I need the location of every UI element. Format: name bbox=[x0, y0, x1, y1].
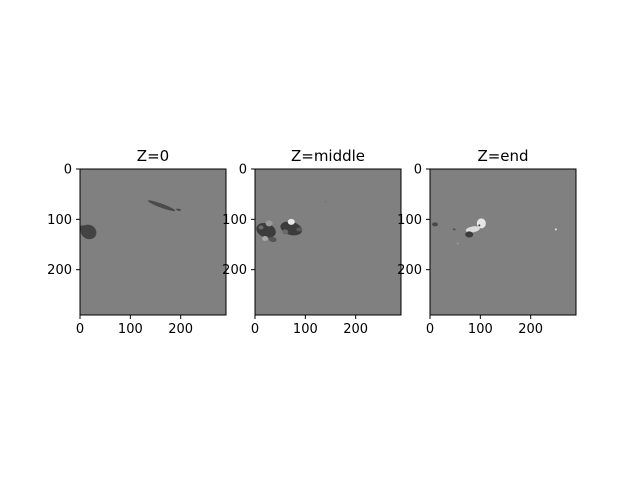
image-region bbox=[476, 218, 486, 229]
y-tick-label: 200 bbox=[397, 263, 422, 278]
image-region bbox=[296, 227, 303, 232]
x-tick-label: 0 bbox=[76, 322, 84, 337]
y-tick-label: 100 bbox=[397, 213, 422, 228]
image-region bbox=[554, 228, 557, 231]
x-tick-label: 100 bbox=[468, 322, 493, 337]
x-tick-label: 200 bbox=[168, 322, 193, 337]
x-tick-label: 0 bbox=[251, 322, 259, 337]
y-tick-label: 100 bbox=[47, 213, 72, 228]
axes-frame bbox=[429, 168, 577, 316]
image-region bbox=[465, 226, 480, 233]
image-region bbox=[287, 218, 295, 225]
image-region bbox=[452, 228, 456, 231]
y-tick-label: 0 bbox=[64, 163, 72, 178]
y-tick-label: 200 bbox=[47, 263, 72, 278]
y-tick-label: 0 bbox=[414, 163, 422, 178]
image-region bbox=[80, 225, 86, 232]
image-region bbox=[465, 231, 474, 238]
image-background bbox=[430, 169, 576, 315]
subplot-1: Z=0 0 100 200 0 100 200 bbox=[47, 147, 227, 337]
subplot-title: Z=end bbox=[477, 147, 528, 165]
x-tick-label: 200 bbox=[518, 322, 543, 337]
subplot-title: Z=0 bbox=[137, 147, 169, 165]
image-region bbox=[268, 236, 277, 243]
image-region bbox=[147, 200, 176, 212]
image-region bbox=[282, 229, 289, 235]
y-tick-label: 200 bbox=[222, 263, 247, 278]
subplot-3: Z=end 0 100 200 0 100 200 bbox=[397, 147, 577, 337]
image-background bbox=[255, 169, 401, 315]
y-tick-label: 100 bbox=[222, 213, 247, 228]
image-background bbox=[80, 169, 226, 315]
subplot-title: Z=middle bbox=[291, 147, 365, 165]
image-region bbox=[176, 208, 182, 211]
image-region bbox=[258, 225, 264, 230]
y-tick-label: 0 bbox=[239, 163, 247, 178]
image-region bbox=[456, 242, 459, 245]
x-tick-label: 100 bbox=[118, 322, 143, 337]
image-region bbox=[265, 220, 273, 227]
image-region bbox=[324, 201, 327, 203]
subplot-2: Z=middle 0 100 200 0 100 200 bbox=[222, 147, 402, 337]
axes-frame bbox=[79, 168, 227, 316]
axes-frame bbox=[254, 168, 402, 316]
x-tick-label: 200 bbox=[343, 322, 368, 337]
image-region bbox=[262, 235, 269, 241]
x-tick-label: 100 bbox=[293, 322, 318, 337]
x-tick-label: 0 bbox=[426, 322, 434, 337]
image-region bbox=[478, 224, 481, 227]
image-region bbox=[432, 222, 439, 227]
